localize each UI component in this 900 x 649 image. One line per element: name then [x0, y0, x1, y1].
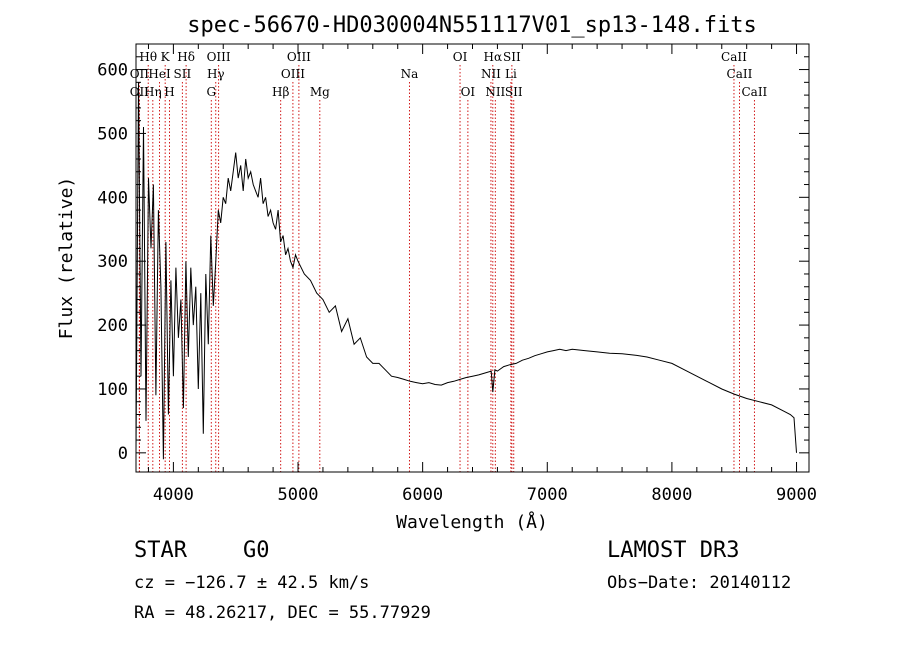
line-labels: OIIOIIHθHηHeIKHSIIHδGHγOIIIHβOIIIOIIIMgN…: [130, 50, 768, 99]
x-tick-label: 6000: [402, 485, 443, 505]
y-tick-label: 500: [97, 124, 128, 144]
line-label: OIII: [207, 50, 231, 64]
x-axis-label: Wavelength (Å): [396, 511, 548, 533]
y-tick-label: 0: [118, 444, 128, 464]
line-label: OI: [461, 85, 476, 99]
line-label: CaII: [721, 50, 747, 64]
line-label: CaII: [727, 67, 753, 81]
line-label: Li: [505, 67, 517, 81]
line-label: OII: [130, 67, 150, 81]
subclass: G0: [243, 538, 270, 563]
line-label: Hθ: [139, 50, 157, 64]
line-label: OII: [130, 85, 150, 99]
x-tick-label: 9000: [776, 485, 817, 505]
coordinates: RA = 48.26217, DEC = 55.77929: [134, 603, 431, 623]
line-label: Hα: [484, 50, 503, 64]
survey-name: LAMOST DR3: [607, 538, 740, 563]
line-label: CaII: [741, 85, 767, 99]
chart-title: spec-56670-HD030004N551117V01_sp13-148.f…: [187, 13, 757, 38]
object-type: STAR: [134, 538, 187, 563]
line-label: K: [161, 50, 171, 64]
x-tick-label: 5000: [278, 485, 319, 505]
spectrum-line: [135, 82, 797, 460]
line-label: H: [164, 85, 174, 99]
line-label: OIII: [287, 50, 311, 64]
y-tick-label: 300: [97, 252, 128, 272]
line-label: SII: [503, 50, 521, 64]
line-label: Hγ: [207, 67, 225, 81]
line-label: SII: [174, 67, 192, 81]
line-label: OIII: [281, 67, 305, 81]
line-label: HeI: [148, 67, 171, 81]
line-label: G: [206, 85, 216, 99]
line-label: Na: [401, 67, 419, 81]
line-label: OI: [453, 50, 468, 64]
line-label: SII: [505, 85, 523, 99]
y-tick-label: 200: [97, 316, 128, 336]
line-label: NII: [485, 85, 505, 99]
y-axis-label: Flux (relative): [56, 177, 77, 340]
y-tick-label: 100: [97, 380, 128, 400]
plot-frame: [135, 43, 810, 473]
line-label: Hβ: [272, 85, 289, 99]
line-label: Hδ: [177, 50, 195, 64]
axis-ticks: 4000 5000 6000 7000 8000 9000 0 100 200 300 400 500…: [97, 44, 817, 505]
line-label: Mg: [310, 85, 330, 99]
y-tick-label: 600: [97, 61, 128, 81]
y-tick-label: 400: [97, 188, 128, 208]
line-label: Hη: [144, 85, 162, 99]
redshift-cz: cz = −126.7 ± 42.5 km/s: [134, 573, 370, 593]
x-tick-label: 7000: [527, 485, 568, 505]
spectrum-layer: [135, 82, 797, 460]
x-tick-label: 8000: [651, 485, 692, 505]
line-markers: [138, 65, 755, 472]
x-tick-label: 4000: [153, 485, 194, 505]
line-label: NII: [481, 67, 501, 81]
obs-date: Obs−Date: 20140112: [607, 573, 792, 593]
